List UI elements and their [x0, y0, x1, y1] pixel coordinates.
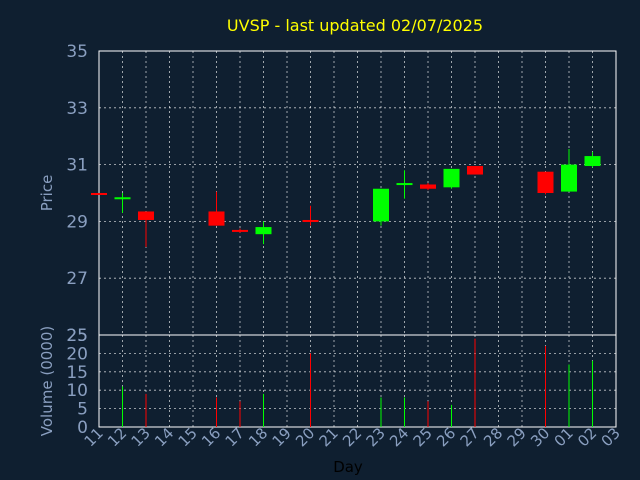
candle-body [537, 171, 554, 193]
candle-body [443, 168, 460, 188]
x-tick-label: 18 [245, 424, 271, 450]
volume-tick-label: 0 [77, 418, 88, 438]
price-tick-label: 25 [66, 326, 88, 346]
x-tick-label: 20 [292, 424, 318, 450]
x-tick-label: 25 [410, 424, 436, 450]
candle-body [232, 229, 248, 232]
day-axis-ticks: 1112131415161718192021222324252627282930… [81, 424, 624, 450]
price-tick-label: 35 [66, 42, 88, 62]
x-tick-label: 29 [504, 424, 530, 450]
x-tick-label: 22 [339, 424, 365, 450]
candle-body [302, 219, 319, 222]
x-tick-label: 16 [198, 424, 224, 450]
x-tick-label: 17 [222, 424, 248, 450]
volume-tick-label: 15 [66, 363, 88, 383]
x-tick-label: 12 [104, 424, 130, 450]
candle-body [561, 164, 577, 192]
x-tick-label: 28 [480, 424, 506, 450]
volume-axis-label: Volume (0000) [38, 326, 56, 436]
price-tick-label: 33 [66, 99, 88, 119]
x-tick-label: 14 [151, 424, 177, 450]
volume-tick-label: 25 [66, 326, 88, 346]
candle-body [138, 211, 154, 220]
x-tick-label: 27 [457, 424, 483, 450]
x-tick-label: 19 [269, 424, 295, 450]
x-tick-label: 15 [175, 424, 201, 450]
volume-tick-label: 10 [66, 381, 88, 401]
x-tick-label: 26 [433, 424, 459, 450]
price-grid [99, 51, 616, 335]
candle-body [255, 227, 272, 235]
volume-panel-frame [98, 334, 617, 428]
candle-body [91, 193, 107, 195]
x-tick-label: 01 [551, 424, 577, 450]
candle-body [114, 197, 131, 200]
volume-tick-label: 20 [66, 344, 88, 364]
x-tick-label: 03 [598, 424, 624, 450]
x-tick-label: 24 [386, 424, 412, 450]
volume-grid [99, 335, 616, 427]
price-axis-ticks: 25 27 29 31 33 35 [66, 42, 88, 346]
candle-body [420, 184, 436, 189]
candle-body [467, 166, 483, 175]
volume-tick-label: 5 [77, 400, 88, 420]
price-tick-label: 27 [66, 269, 88, 289]
x-tick-label: 13 [128, 424, 154, 450]
price-tick-label: 31 [66, 156, 88, 176]
x-tick-label: 30 [527, 424, 553, 450]
candle-body [584, 156, 601, 167]
x-tick-label: 21 [316, 424, 342, 450]
chart-title: UVSP - last updated 02/07/2025 [227, 16, 483, 35]
candle-body [396, 183, 413, 186]
price-axis-label: Price [38, 175, 56, 212]
price-tick-label: 29 [66, 212, 88, 232]
volume-bars-layer [122, 338, 593, 427]
candle-body [373, 188, 389, 222]
x-axis-label: Day [333, 458, 363, 476]
candle-body [208, 211, 225, 226]
x-tick-label: 02 [574, 424, 600, 450]
x-tick-label: 23 [363, 424, 389, 450]
candles-layer [91, 148, 601, 247]
